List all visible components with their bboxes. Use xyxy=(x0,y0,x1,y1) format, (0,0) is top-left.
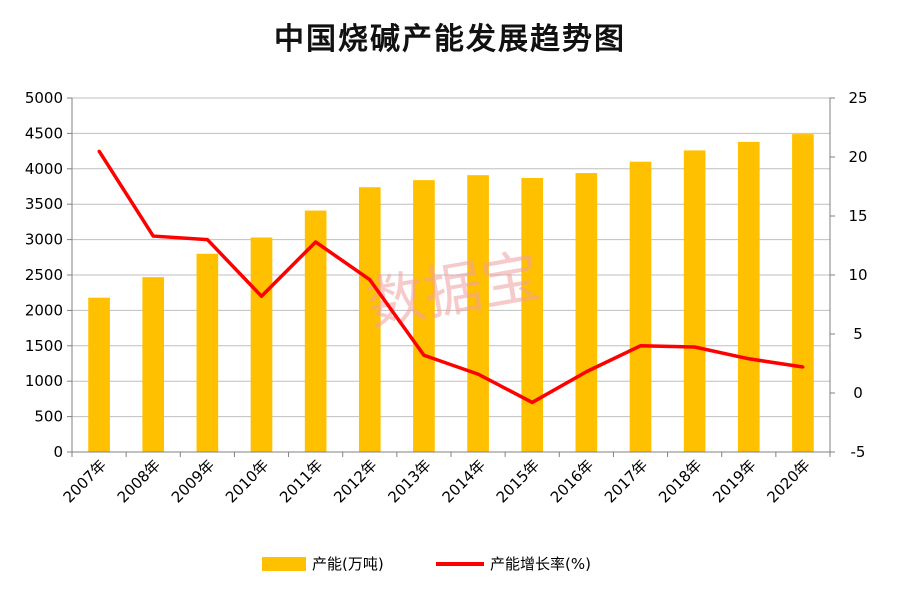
line-point xyxy=(260,294,263,298)
y-axis-left-ticks: 0 500 1000 1500 2000 2500 3000 3500 4000 4500 5000 xyxy=(25,89,72,461)
y-left-tick-label: 3500 xyxy=(25,195,63,213)
y-left-tick-label: 2500 xyxy=(25,266,63,284)
y-left-tick-label: 1500 xyxy=(25,337,63,355)
bar xyxy=(413,180,435,453)
x-tick-label: 2016年 xyxy=(547,456,597,506)
bar xyxy=(196,253,219,452)
bar xyxy=(629,161,652,452)
y-left-tick-label: 4500 xyxy=(25,124,63,142)
y-left-tick-label: 500 xyxy=(34,408,63,426)
y-right-tick-label: 25 xyxy=(848,89,867,107)
bar-series xyxy=(88,134,814,453)
x-tick-label: 2014年 xyxy=(439,456,489,506)
y-right-tick-label: 0 xyxy=(853,384,863,402)
y-right-tick-label: 20 xyxy=(848,148,867,166)
line-point xyxy=(584,370,588,374)
x-tick-label: 2013年 xyxy=(384,456,434,506)
x-tick-label: 2020年 xyxy=(763,456,813,506)
y-right-tick-label: 10 xyxy=(848,266,867,284)
y-left-tick-label: 3000 xyxy=(25,231,63,249)
line-point xyxy=(151,234,155,238)
line-point xyxy=(205,238,209,242)
x-tick-label: 2011年 xyxy=(276,456,326,506)
x-tick-label: 2008年 xyxy=(114,456,164,506)
legend: 产能(万吨) 产能增长率(%) xyxy=(262,555,591,573)
legend-swatch-capacity xyxy=(262,557,306,571)
legend-label-capacity: 产能(万吨) xyxy=(312,555,384,573)
y-left-tick-label: 2000 xyxy=(25,301,63,319)
line-series xyxy=(97,149,805,405)
watermark: 数据宝 xyxy=(362,242,545,339)
bar xyxy=(792,134,814,452)
bar xyxy=(683,150,706,452)
y-left-tick-label: 1000 xyxy=(25,372,63,390)
bar xyxy=(358,187,381,452)
y-right-tick-label: 5 xyxy=(853,325,863,343)
bar xyxy=(737,141,760,452)
x-tick-label: 2019年 xyxy=(709,456,759,506)
x-tick-label: 2015年 xyxy=(493,456,543,506)
line-point xyxy=(530,400,534,404)
bar xyxy=(575,173,598,452)
bar xyxy=(304,210,327,452)
y-right-tick-label: -5 xyxy=(851,443,866,461)
line-point xyxy=(422,353,426,357)
y-left-tick-label: 5000 xyxy=(25,89,63,107)
y-left-tick-label: 4000 xyxy=(25,160,63,178)
line-point xyxy=(693,345,697,349)
line-point xyxy=(801,365,805,369)
bar xyxy=(250,237,273,452)
line-point xyxy=(97,149,101,153)
x-tick-label: 2009年 xyxy=(168,456,218,506)
bar xyxy=(521,178,544,452)
x-axis-ticks: 2007年 2008年 2009年 2010年 2011年 2012年 2013年 2014年… xyxy=(60,456,814,506)
x-tick-label: 2012年 xyxy=(330,456,380,506)
x-tick-label: 2018年 xyxy=(655,456,705,506)
line-point xyxy=(314,240,318,244)
bar xyxy=(467,175,489,452)
chart-title: 中国烧碱产能发展趋势图 xyxy=(274,22,626,57)
y-left-tick-label: 0 xyxy=(53,443,63,461)
line-point xyxy=(639,344,642,348)
x-tick-label: 2017年 xyxy=(601,456,651,506)
y-axis-right-ticks: -5 0 5 10 15 20 25 xyxy=(830,89,868,461)
line-point xyxy=(747,357,751,361)
bar xyxy=(88,297,110,452)
line-point xyxy=(368,278,372,282)
legend-label-growth: 产能增长率(%) xyxy=(490,555,591,573)
x-tick-label: 2010年 xyxy=(222,456,272,506)
bar xyxy=(142,277,165,452)
y-right-tick-label: 15 xyxy=(848,207,867,225)
growth-line xyxy=(97,150,804,405)
x-tick-label: 2007年 xyxy=(60,456,110,506)
line-point xyxy=(476,372,480,376)
